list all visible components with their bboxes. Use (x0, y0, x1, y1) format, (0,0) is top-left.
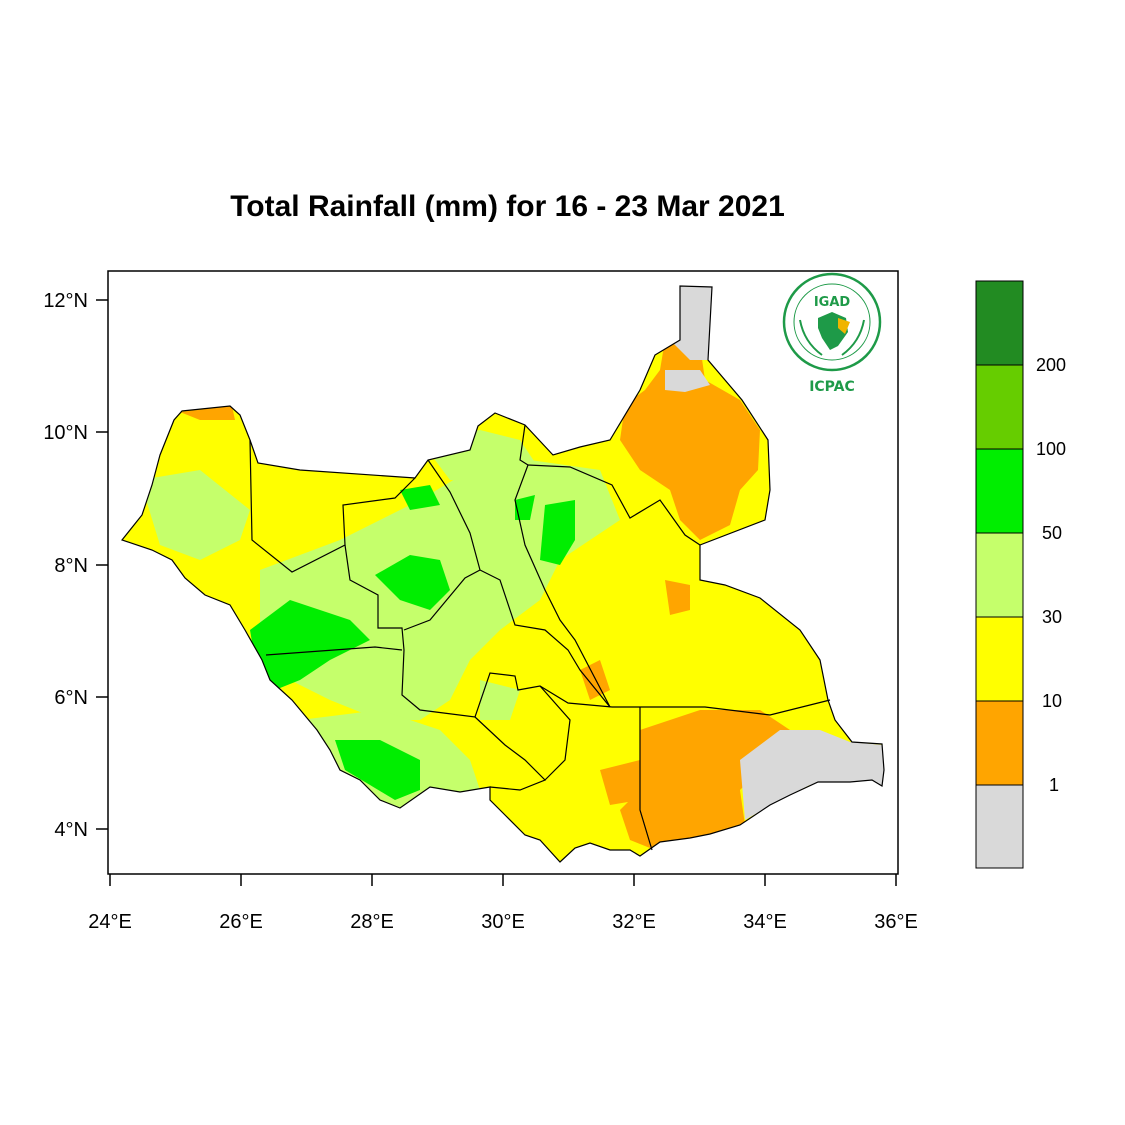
boundary-central-equatoria (474, 716, 547, 791)
logo-igad-text: IGAD (814, 295, 851, 310)
rain-30-50-patch (480, 680, 520, 720)
legend-colorbar (975, 280, 1024, 869)
legend-label: 10 (1042, 691, 1062, 711)
boundary-central-east (539, 685, 571, 781)
lat-tick-label: 10°N (43, 422, 88, 444)
boundary-upper-nile (527, 464, 701, 546)
rain-50-100-south (335, 740, 420, 800)
rain-below-1-north2 (665, 370, 710, 392)
legend-swatch-200-plus (976, 281, 1023, 365)
legend-swatch-below-1 (976, 785, 1023, 868)
lon-tick-label: 36°E (874, 911, 918, 933)
rain-1-10-south (600, 760, 640, 805)
lat-tick-label: 4°N (54, 819, 88, 841)
state-boundaries (249, 424, 831, 851)
logo-inner-ring (793, 283, 871, 361)
legend-label: 50 (1042, 523, 1062, 543)
laurel-left-icon (799, 319, 823, 356)
legend-label: 30 (1042, 607, 1062, 627)
legend-swatch-100-200 (976, 365, 1023, 449)
lon-tick-label: 34°E (743, 911, 787, 933)
boundary-warrap-unity (427, 459, 611, 708)
boundary-eequatoria (639, 707, 653, 851)
axis-ticks (96, 299, 897, 886)
rain-30-50-west (140, 470, 250, 560)
icpac-logo: IGAD ICPAC (782, 272, 882, 395)
boundary-lakes (344, 544, 613, 718)
rain-50-100-east (540, 500, 575, 565)
legend-label: 1 (1049, 775, 1059, 795)
logo-icpac-text: ICPAC (809, 379, 855, 395)
rain-1-10-patch1 (665, 580, 690, 615)
rain-50-100-west (250, 600, 370, 690)
boundary-unity-jonglei (514, 424, 611, 708)
boundary-jonglei-eequatoria (612, 699, 831, 716)
lon-tick-label: 26°E (219, 911, 263, 933)
rain-1-10-northeast (620, 340, 760, 540)
legend-swatch-10-30 (976, 617, 1023, 701)
legend-swatch-1-10 (976, 701, 1023, 785)
rain-1-10-southeast (620, 710, 790, 850)
legend-label: 100 (1036, 439, 1066, 459)
rain-50-100-east2 (515, 495, 535, 520)
boundary-wequatoria (265, 646, 403, 656)
legend-label: 200 (1036, 355, 1066, 375)
legend-swatch-50-100 (976, 449, 1023, 533)
boundary-lakes-jonglei (403, 569, 481, 631)
rain-1-10-northwest (180, 406, 235, 420)
igad-region-icon (838, 318, 850, 334)
lon-tick-label: 32°E (612, 911, 656, 933)
rain-50-100-north (400, 485, 440, 510)
rain-1-10-patch2 (580, 660, 610, 700)
lat-tick-label: 12°N (43, 290, 88, 312)
lon-tick-label: 24°E (88, 911, 132, 933)
map-title: Total Rainfall (mm) for 16 - 23 Mar 2021 (230, 190, 785, 223)
rain-below-1-southeast (740, 730, 884, 820)
legend-swatch-30-50 (976, 533, 1023, 617)
lat-tick-label: 6°N (54, 687, 88, 709)
laurel-right-icon (841, 319, 865, 356)
lat-tick-label: 8°N (54, 555, 88, 577)
lon-tick-label: 30°E (481, 911, 525, 933)
rain-50-100-central (375, 555, 450, 610)
lon-tick-label: 28°E (350, 911, 394, 933)
country-border (120, 285, 885, 863)
